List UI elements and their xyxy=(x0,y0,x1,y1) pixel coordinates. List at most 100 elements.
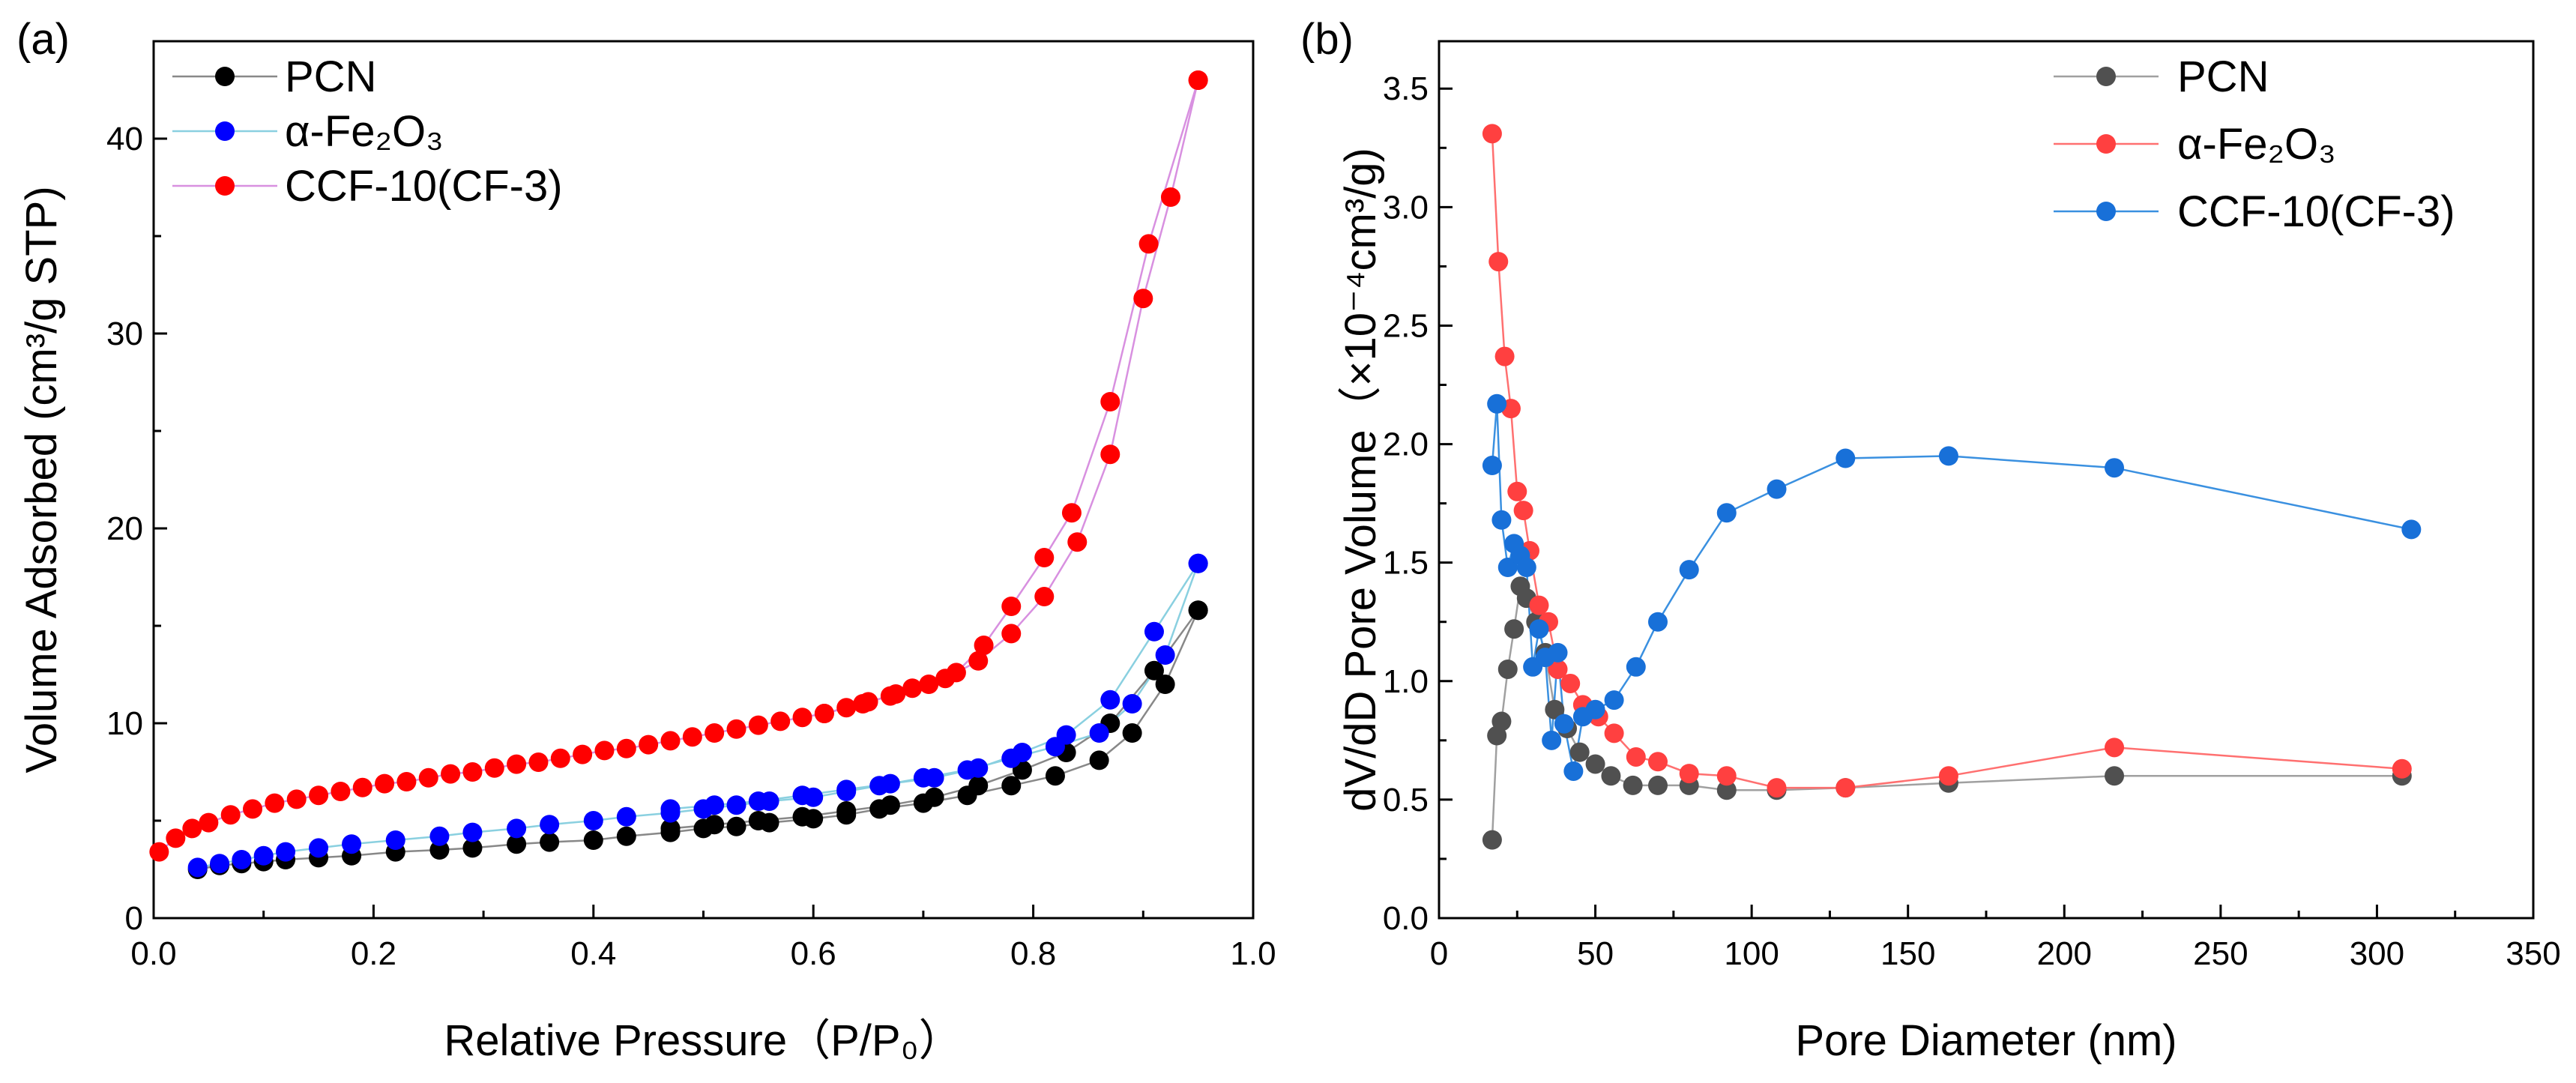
legend-marker-ccf-10-cf-3 xyxy=(215,176,235,196)
y-tick-label: 0 xyxy=(125,900,143,937)
data-point-pcn xyxy=(1716,780,1737,800)
x-tick-label: 200 xyxy=(2037,935,2092,972)
panel-a-xlabel: Relative Pressure（P/P₀） xyxy=(444,1016,962,1065)
data-point-pcn xyxy=(748,811,768,830)
data-point-pcn xyxy=(1585,754,1605,774)
legend-label-ccf-10-cf-3: CCF-10(CF-3) xyxy=(2177,187,2455,236)
y-tick-label: 0.5 xyxy=(1383,782,1429,818)
data-point-fe-o xyxy=(1836,778,1856,798)
x-tick-label: 1.0 xyxy=(1230,935,1276,972)
data-point-ccf-10-cf-3 xyxy=(375,773,395,794)
data-point-ccf-10-cf-3 xyxy=(1034,587,1055,606)
data-point-ccf-10-cf-3 xyxy=(1487,393,1507,414)
data-point-ccf-10-cf-3 xyxy=(1067,532,1088,552)
data-point-ccf-10-cf-3 xyxy=(1542,730,1562,750)
legend-marker-pcn xyxy=(2096,67,2116,86)
data-point-ccf-10-cf-3 xyxy=(1529,619,1549,639)
data-point-fe-o xyxy=(1604,723,1624,743)
data-point-pcn xyxy=(705,815,725,835)
data-point-pcn xyxy=(792,806,812,827)
y-tick-label: 3.5 xyxy=(1383,70,1429,107)
legend-marker-fe-o xyxy=(2096,134,2116,154)
data-point-pcn xyxy=(660,818,681,839)
data-point-ccf-10-cf-3 xyxy=(286,789,307,809)
data-point-ccf-10-cf-3 xyxy=(1001,597,1022,616)
data-point-ccf-10-cf-3 xyxy=(309,785,329,806)
panel-a-ticks: 0.0 0.2 0.4 0.6 0.8 1.0 0 10 20 30 40 xyxy=(106,40,1276,972)
data-point-ccf-10-cf-3 xyxy=(573,744,593,764)
data-point-ccf-10-cf-3 xyxy=(682,727,702,747)
y-tick-label: 20 xyxy=(106,510,143,547)
data-point-ccf-10-cf-3 xyxy=(594,740,615,761)
data-point-ccf-10-cf-3 xyxy=(1679,560,1699,580)
data-point-fe-o xyxy=(1122,694,1142,714)
data-point-ccf-10-cf-3 xyxy=(2105,458,2125,478)
data-point-ccf-10-cf-3 xyxy=(1188,70,1208,90)
data-point-ccf-10-cf-3 xyxy=(853,694,873,714)
data-point-ccf-10-cf-3 xyxy=(1938,446,1958,466)
data-point-fe-o xyxy=(880,773,900,794)
data-point-fe-o xyxy=(616,806,636,827)
x-tick-label: 0 xyxy=(1430,935,1448,972)
data-point-ccf-10-cf-3 xyxy=(1491,510,1512,530)
data-point-ccf-10-cf-3 xyxy=(639,734,659,755)
data-point-ccf-10-cf-3 xyxy=(792,708,812,728)
data-point-ccf-10-cf-3 xyxy=(1836,448,1856,468)
data-point-pcn xyxy=(1089,750,1109,770)
data-point-fe-o xyxy=(1056,725,1076,745)
y-tick-label: 40 xyxy=(106,121,143,157)
data-point-ccf-10-cf-3 xyxy=(352,777,372,797)
data-point-pcn xyxy=(924,787,944,807)
data-point-pcn xyxy=(616,826,636,846)
data-point-fe-o xyxy=(1089,723,1109,743)
data-point-fe-o xyxy=(583,811,603,830)
data-point-ccf-10-cf-3 xyxy=(441,764,461,784)
data-point-ccf-10-cf-3 xyxy=(616,738,636,758)
legend-marker-ccf-10-cf-3 xyxy=(2096,202,2116,221)
panel-a-legend: PCN α-Fe₂O₃ CCF-10(CF-3) xyxy=(172,52,563,211)
data-point-ccf-10-cf-3 xyxy=(220,805,241,825)
data-point-ccf-10-cf-3 xyxy=(886,684,906,704)
data-point-fe-o xyxy=(1012,743,1032,762)
data-point-fe-o xyxy=(660,799,681,819)
data-point-ccf-10-cf-3 xyxy=(1100,392,1120,411)
y-tick-label: 10 xyxy=(106,705,143,742)
data-point-ccf-10-cf-3 xyxy=(484,758,504,778)
data-point-pcn xyxy=(507,834,527,854)
data-point-pcn xyxy=(429,840,450,860)
data-point-fe-o xyxy=(1144,621,1164,642)
data-point-ccf-10-cf-3 xyxy=(1548,642,1568,663)
series-line-pcn xyxy=(1491,583,2402,840)
data-point-pcn xyxy=(880,795,900,815)
data-point-fe-o xyxy=(1155,645,1175,665)
legend-marker-fe-o xyxy=(215,121,235,141)
panel-b: (b) 0 50 100 150 200 250 300 350 0.0 0.5 1.0 1.5 2.0… xyxy=(1300,15,2561,1065)
data-point-fe-o xyxy=(429,826,450,846)
data-point-ccf-10-cf-3 xyxy=(1133,289,1153,309)
data-point-fe-o xyxy=(385,830,405,850)
x-tick-label: 0.8 xyxy=(1010,935,1056,972)
data-point-pcn xyxy=(1569,742,1590,762)
data-point-pcn xyxy=(836,801,857,821)
y-tick-label: 30 xyxy=(106,316,143,352)
data-point-pcn xyxy=(1504,619,1524,639)
data-point-ccf-10-cf-3 xyxy=(1100,444,1120,465)
data-point-fe-o xyxy=(2105,737,2125,758)
data-point-pcn xyxy=(583,830,603,850)
data-point-pcn xyxy=(1545,699,1565,720)
data-point-fe-o xyxy=(1648,752,1668,772)
legend-marker-pcn xyxy=(215,67,235,86)
panel-b-points xyxy=(1482,124,2422,850)
data-point-fe-o xyxy=(276,842,296,862)
data-point-pcn xyxy=(1045,766,1065,786)
data-point-fe-o xyxy=(1100,690,1120,710)
data-point-pcn xyxy=(1001,776,1022,796)
data-point-fe-o xyxy=(2392,758,2412,779)
panel-a-ylabel: Volume Adsorbed (cm³/g STP) xyxy=(17,186,66,773)
data-point-fe-o xyxy=(187,857,208,878)
data-point-ccf-10-cf-3 xyxy=(968,651,989,671)
data-point-fe-o xyxy=(1716,766,1737,786)
data-point-pcn xyxy=(1648,775,1668,795)
data-point-ccf-10-cf-3 xyxy=(1482,456,1502,476)
data-point-fe-o xyxy=(342,834,362,854)
